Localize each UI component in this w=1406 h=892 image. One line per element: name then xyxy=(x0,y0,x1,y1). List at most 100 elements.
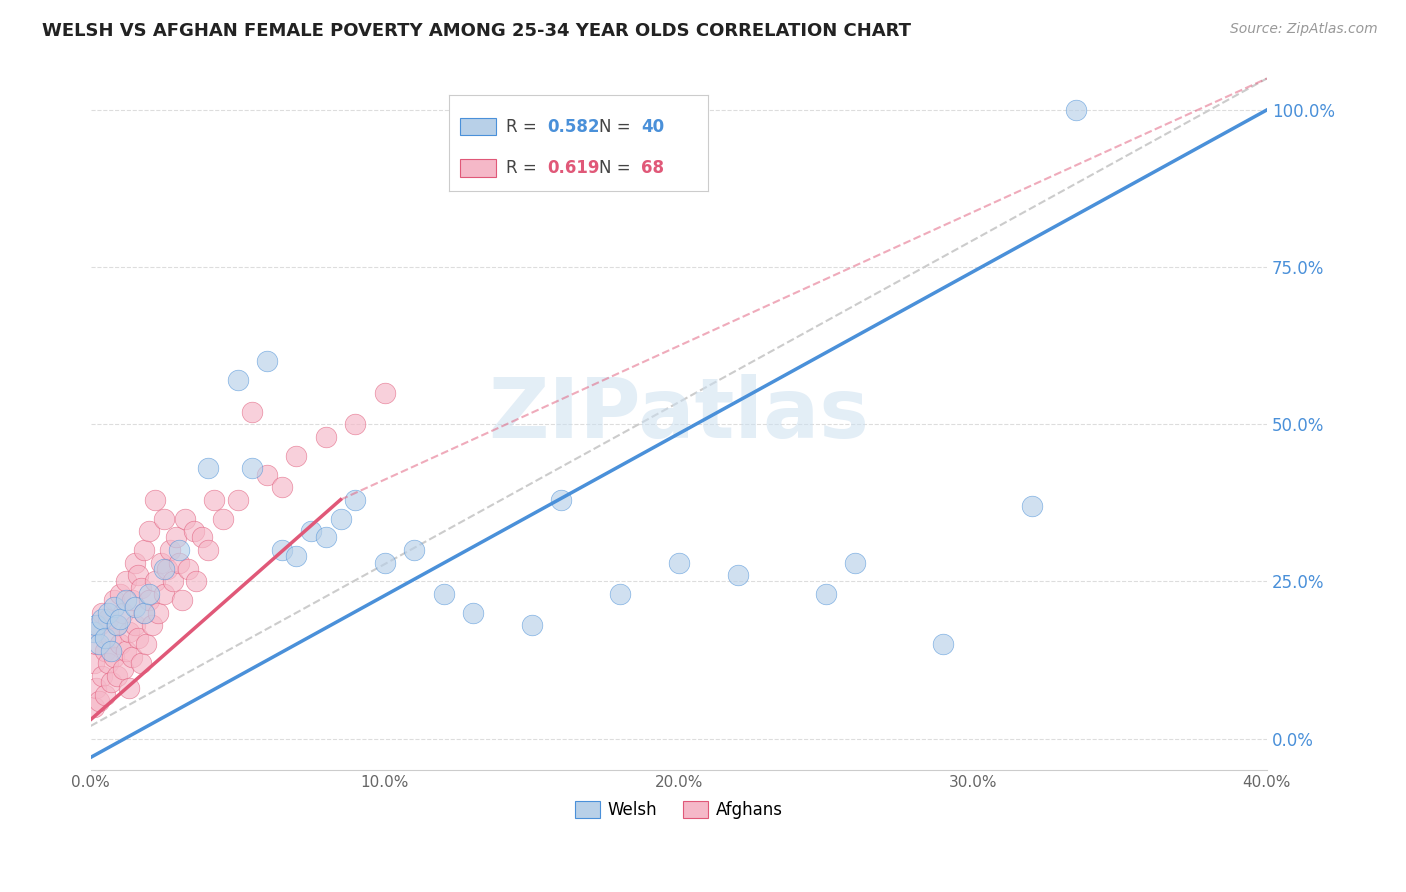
Point xyxy=(121,649,143,664)
Point xyxy=(461,606,484,620)
Point xyxy=(170,593,193,607)
Point xyxy=(197,543,219,558)
Point xyxy=(285,449,308,463)
Point xyxy=(374,556,396,570)
Point xyxy=(226,373,249,387)
Point xyxy=(83,700,105,714)
Point xyxy=(89,618,111,632)
Point xyxy=(103,593,125,607)
Point xyxy=(404,543,426,558)
Point xyxy=(240,461,263,475)
Point xyxy=(153,511,176,525)
Point xyxy=(138,524,160,538)
Point xyxy=(138,587,160,601)
Point xyxy=(270,480,292,494)
Legend: Welsh, Afghans: Welsh, Afghans xyxy=(568,794,790,826)
Point xyxy=(132,606,155,620)
Point xyxy=(97,612,120,626)
Point xyxy=(226,492,249,507)
Point xyxy=(86,637,108,651)
Point xyxy=(91,612,114,626)
Point xyxy=(202,492,225,507)
Point xyxy=(270,543,292,558)
Point xyxy=(159,543,181,558)
Point xyxy=(814,587,837,601)
Point xyxy=(89,637,111,651)
Point xyxy=(94,643,117,657)
Point xyxy=(132,606,155,620)
Point xyxy=(86,681,108,696)
Point xyxy=(115,593,138,607)
Point xyxy=(1021,499,1043,513)
Point xyxy=(118,681,141,696)
Point xyxy=(91,606,114,620)
Point xyxy=(100,675,122,690)
Point xyxy=(86,618,108,632)
Point xyxy=(299,524,322,538)
Point xyxy=(197,461,219,475)
Point xyxy=(173,511,195,525)
Point xyxy=(111,606,134,620)
Text: ZIPatlas: ZIPatlas xyxy=(488,375,869,455)
Point xyxy=(108,637,131,651)
Point xyxy=(156,562,179,576)
Point xyxy=(94,688,117,702)
Point xyxy=(143,574,166,589)
Point xyxy=(118,624,141,639)
Point xyxy=(83,656,105,670)
Point xyxy=(186,574,208,589)
Point xyxy=(91,669,114,683)
Point xyxy=(89,694,111,708)
Point xyxy=(329,511,352,525)
Point xyxy=(668,556,690,570)
Point xyxy=(129,581,152,595)
Point xyxy=(103,649,125,664)
Point xyxy=(100,631,122,645)
Point xyxy=(111,662,134,676)
Point xyxy=(315,530,337,544)
Point xyxy=(108,587,131,601)
Point xyxy=(162,574,184,589)
Point xyxy=(94,631,117,645)
Point xyxy=(844,556,866,570)
Point xyxy=(103,599,125,614)
Point xyxy=(191,530,214,544)
Point xyxy=(115,643,138,657)
Text: WELSH VS AFGHAN FEMALE POVERTY AMONG 25-34 YEAR OLDS CORRELATION CHART: WELSH VS AFGHAN FEMALE POVERTY AMONG 25-… xyxy=(42,22,911,40)
Point xyxy=(97,656,120,670)
Point xyxy=(212,511,235,525)
Point xyxy=(127,631,149,645)
Text: Source: ZipAtlas.com: Source: ZipAtlas.com xyxy=(1230,22,1378,37)
Point xyxy=(83,624,105,639)
Point xyxy=(183,524,205,538)
Point xyxy=(167,543,190,558)
Point xyxy=(374,385,396,400)
Point xyxy=(108,612,131,626)
Point xyxy=(153,587,176,601)
Point xyxy=(609,587,631,601)
Point xyxy=(124,618,146,632)
Point xyxy=(132,543,155,558)
Point xyxy=(932,637,955,651)
Point xyxy=(315,430,337,444)
Point xyxy=(124,599,146,614)
Point xyxy=(97,606,120,620)
Point xyxy=(100,643,122,657)
Point xyxy=(135,637,157,651)
Point xyxy=(150,556,173,570)
Point xyxy=(432,587,454,601)
Point xyxy=(124,556,146,570)
Point xyxy=(141,618,163,632)
Point xyxy=(138,593,160,607)
Point xyxy=(285,549,308,564)
Point xyxy=(105,669,128,683)
Point xyxy=(105,618,128,632)
Point xyxy=(176,562,198,576)
Point xyxy=(256,354,278,368)
Point xyxy=(143,492,166,507)
Point xyxy=(153,562,176,576)
Point xyxy=(115,574,138,589)
Point xyxy=(344,417,367,432)
Point xyxy=(256,467,278,482)
Point xyxy=(240,404,263,418)
